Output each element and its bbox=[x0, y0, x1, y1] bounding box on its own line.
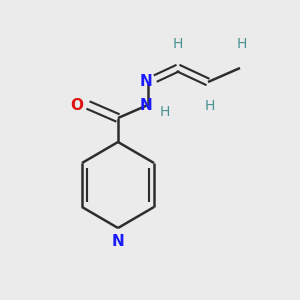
Text: H: H bbox=[237, 37, 247, 51]
Text: O: O bbox=[70, 98, 83, 112]
Text: N: N bbox=[140, 74, 152, 89]
Text: N: N bbox=[140, 98, 152, 112]
Text: H: H bbox=[160, 105, 170, 119]
Text: H: H bbox=[173, 37, 183, 51]
Text: N: N bbox=[112, 234, 124, 249]
Text: H: H bbox=[205, 99, 215, 113]
